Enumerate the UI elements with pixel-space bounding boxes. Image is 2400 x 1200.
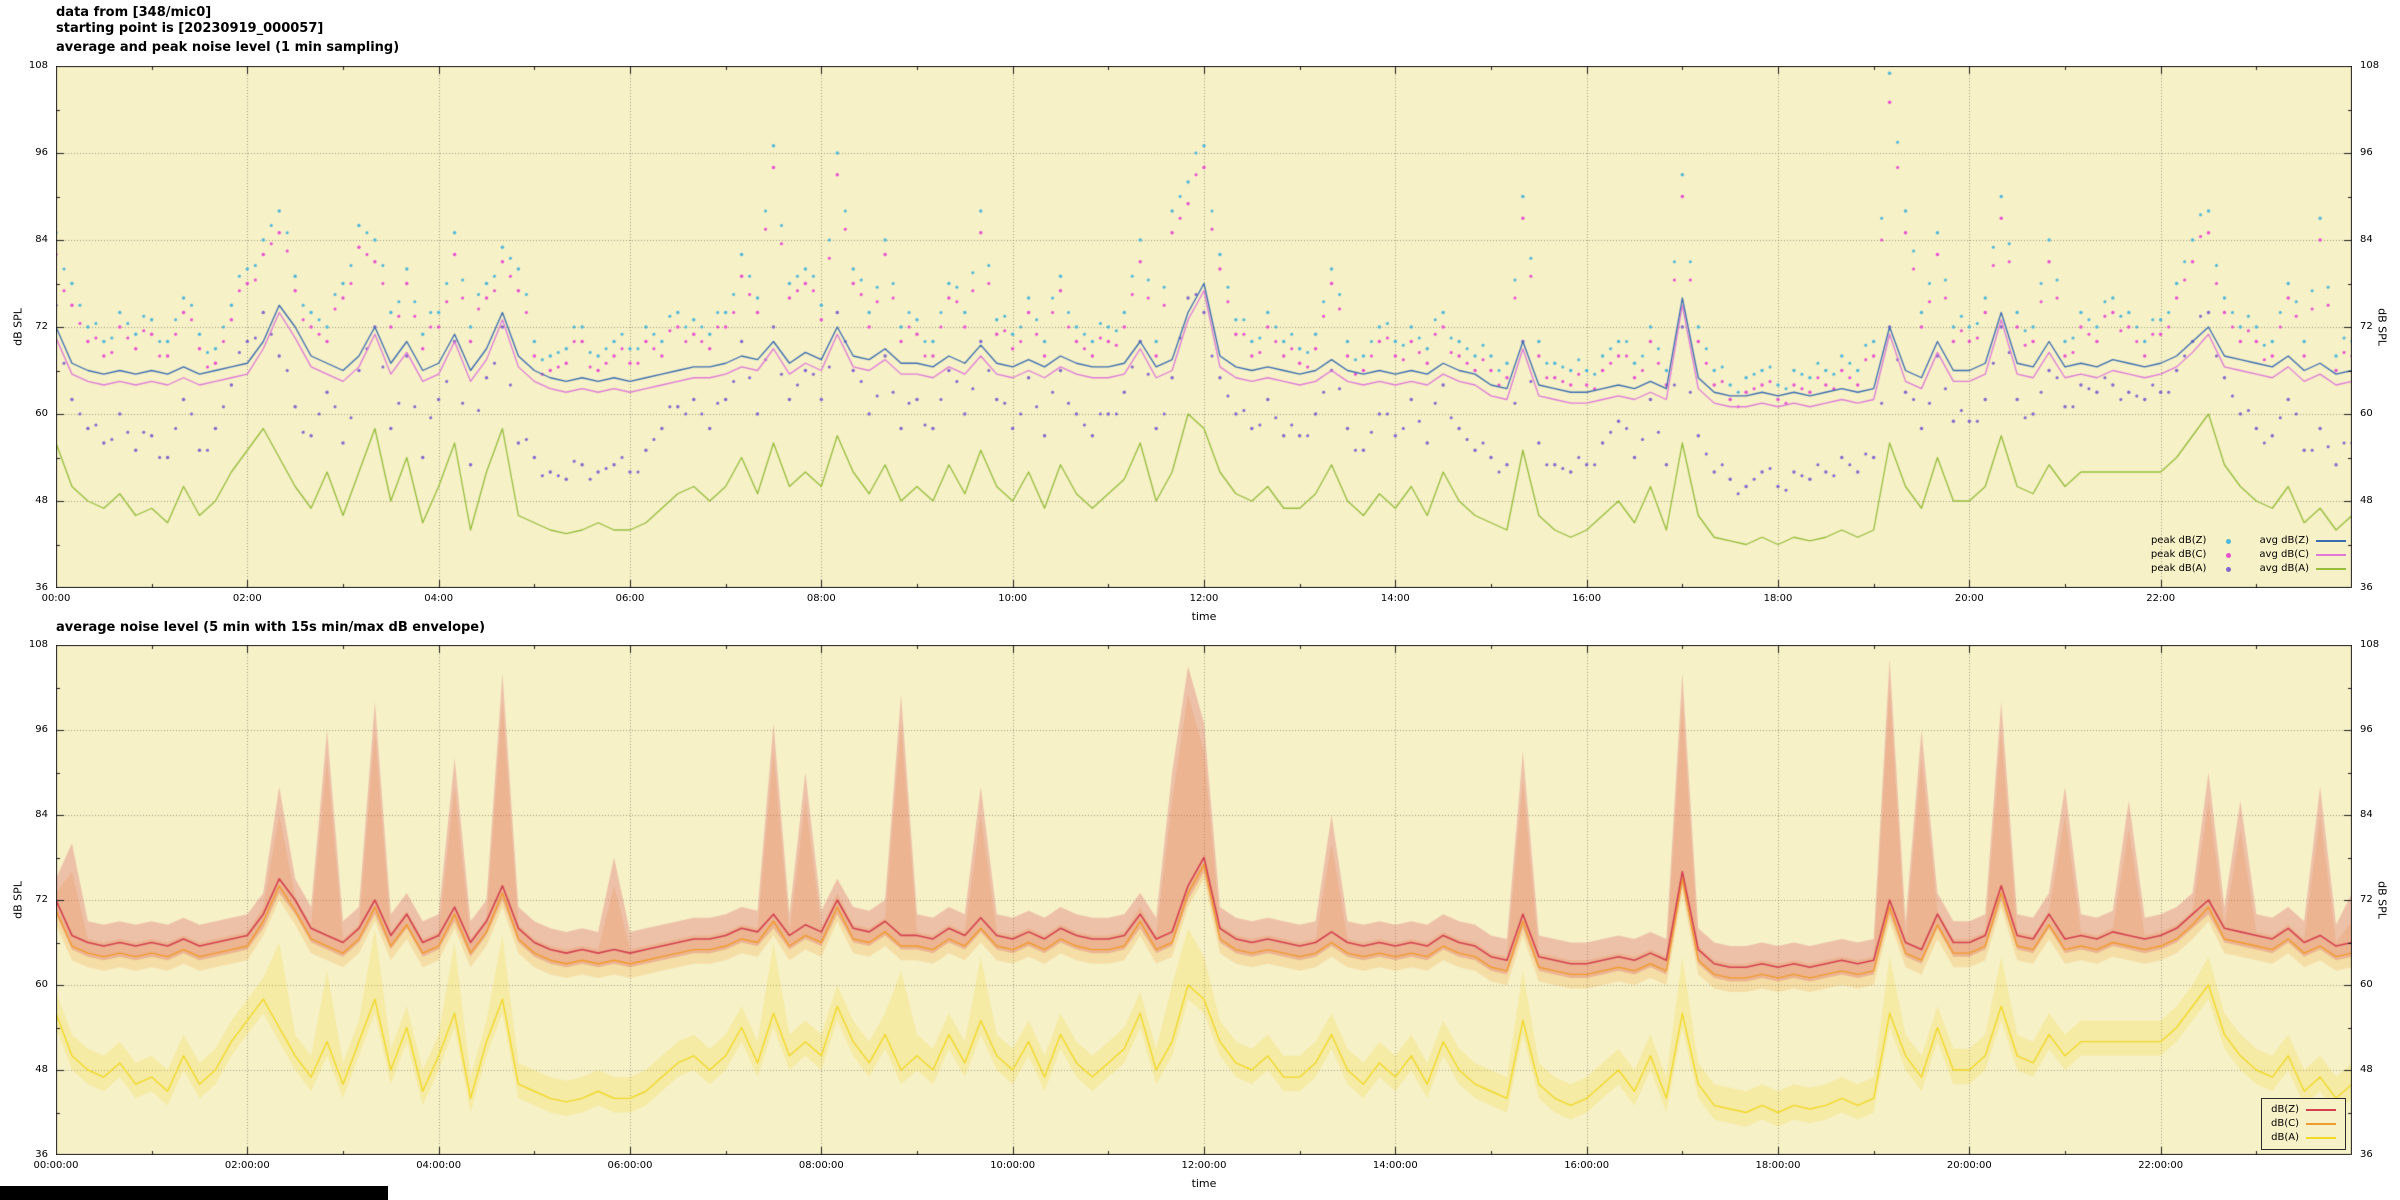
chart-1-y-tick-label-left: 60	[35, 408, 48, 419]
chart-1-x-tick-label: 00:00	[41, 593, 71, 604]
legend-entry-db-a: dB(A)	[2271, 1131, 2336, 1145]
chart-2-y-tick-label-left: 96	[35, 724, 48, 735]
chart-2-legend: dB(Z) dB(C) dB(A)	[2261, 1098, 2346, 1150]
legend-swatch-peak-db-c	[2213, 550, 2243, 560]
chart-1-y-tick-label-right: 84	[2360, 234, 2373, 245]
legend-swatch-db-a	[2306, 1133, 2336, 1143]
chart-2-y-tick-label-right: 108	[2360, 639, 2380, 650]
legend-entry-avg-db-z: avg dB(Z)	[2259, 534, 2346, 548]
legend-swatch-db-z	[2306, 1105, 2336, 1115]
legend-entry-peak-db-a: peak dB(A)	[2151, 562, 2244, 576]
chart-1-x-tick-label: 20:00	[1954, 593, 1984, 604]
legend-label-avg-db-a: avg dB(A)	[2259, 563, 2309, 574]
chart-1-canvas	[56, 66, 2352, 588]
chart-2-y-tick-label-left: 72	[35, 894, 48, 905]
legend-label-avg-db-z: avg dB(Z)	[2259, 535, 2309, 546]
chart-1-x-tick-label: 14:00	[1380, 593, 1410, 604]
chart-1-y-tick-label-left: 72	[35, 321, 48, 332]
chart-2-x-tick-label: 12:00:00	[1181, 1160, 1227, 1171]
chart-1-y-tick-label-left: 36	[35, 582, 48, 593]
chart-2-y-tick-label-left: 36	[35, 1149, 48, 1160]
chart-2-title: average noise level (5 min with 15s min/…	[56, 620, 486, 635]
chart-1-title: average and peak noise level (1 min samp…	[56, 40, 400, 55]
header-line-2: starting point is [20230919_000057]	[56, 21, 324, 36]
legend-swatch-avg-db-z	[2316, 536, 2346, 546]
chart-2-x-axis-label: time	[1191, 1177, 1217, 1190]
chart-2-plot-area	[56, 645, 2352, 1155]
header-line-1: data from [348/mic0]	[56, 5, 212, 20]
chart-2-x-tick-label: 14:00:00	[1372, 1160, 1418, 1171]
chart-1-y-tick-label-right: 60	[2360, 408, 2373, 419]
chart-2-y-tick-label-right: 96	[2360, 724, 2373, 735]
chart-1-y-tick-label-left: 84	[35, 234, 48, 245]
legend-label-peak-db-c: peak dB(C)	[2150, 549, 2207, 560]
chart-2-y-tick-label-left: 60	[35, 979, 48, 990]
chart-2-x-tick-label: 04:00:00	[416, 1160, 462, 1171]
legend-label-peak-db-z: peak dB(Z)	[2150, 535, 2207, 546]
chart-2-y-tick-label-right: 72	[2360, 894, 2373, 905]
chart-1-x-tick-label: 22:00	[2146, 593, 2176, 604]
chart-1-x-axis-label: time	[1191, 610, 1217, 623]
chart-1-y-tick-label-right: 72	[2360, 321, 2373, 332]
chart-2-x-tick-label: 08:00:00	[798, 1160, 844, 1171]
chart-1-y-tick-label-right: 36	[2360, 582, 2373, 593]
legend-swatch-avg-db-c	[2316, 550, 2346, 560]
chart-2-x-tick-label: 10:00:00	[990, 1160, 1036, 1171]
chart-1-y-tick-label-left: 96	[35, 147, 48, 158]
legend-entry-avg-db-a: avg dB(A)	[2259, 562, 2346, 576]
chart-2-y-tick-label-left: 84	[35, 809, 48, 820]
chart-2-y-tick-label-right: 84	[2360, 809, 2373, 820]
chart-2-y-axis-label-right: dB SPL	[2375, 881, 2389, 919]
chart-1-x-tick-label: 08:00	[806, 593, 836, 604]
chart-1-x-tick-label: 18:00	[1763, 593, 1793, 604]
legend-swatch-avg-db-a	[2316, 564, 2346, 574]
chart-2-y-tick-label-left: 48	[35, 1064, 48, 1075]
chart-1-x-tick-label: 10:00	[998, 593, 1028, 604]
chart-2-x-tick-label: 00:00:00	[33, 1160, 79, 1171]
chart-1-y-tick-label-right: 108	[2360, 60, 2380, 71]
legend-swatch-db-c	[2306, 1119, 2336, 1129]
chart-1-y-tick-label-left: 108	[28, 60, 48, 71]
legend-entry-peak-db-c: peak dB(C)	[2151, 548, 2244, 562]
chart-1-y-axis-label-right: dB SPL	[2375, 308, 2389, 346]
legend-entry-db-c: dB(C)	[2271, 1117, 2336, 1131]
legend-entry-avg-db-c: avg dB(C)	[2259, 548, 2346, 562]
chart-1-y-tick-label-left: 48	[35, 495, 48, 506]
chart-2-y-tick-label-right: 48	[2360, 1064, 2373, 1075]
chart-1-x-tick-label: 04:00	[424, 593, 454, 604]
chart-2-x-tick-label: 22:00:00	[2138, 1160, 2184, 1171]
legend-label-db-a: dB(A)	[2271, 1132, 2299, 1143]
bottom-black-bar	[0, 1186, 388, 1200]
chart-1-legend: peak dB(Z) peak dB(C) peak dB(A) avg dB(Z) a…	[2151, 534, 2346, 576]
legend-entry-peak-db-z: peak dB(Z)	[2151, 534, 2244, 548]
chart-1-x-tick-label: 06:00	[615, 593, 645, 604]
chart-2-canvas	[56, 645, 2352, 1155]
chart-1-x-tick-label: 16:00	[1572, 593, 1602, 604]
chart-1-x-tick-label: 02:00	[232, 593, 262, 604]
legend-swatch-peak-db-z	[2213, 536, 2243, 546]
legend-label-avg-db-c: avg dB(C)	[2259, 549, 2309, 560]
chart-2-x-tick-label: 16:00:00	[1564, 1160, 1610, 1171]
chart-2-y-axis-label-left: dB SPL	[11, 881, 25, 919]
legend-entry-db-z: dB(Z)	[2271, 1103, 2336, 1117]
legend-label-db-c: dB(C)	[2271, 1118, 2299, 1129]
chart-2-y-tick-label-left: 108	[28, 639, 48, 650]
chart-1-y-tick-label-right: 96	[2360, 147, 2373, 158]
chart-2-y-tick-label-right: 60	[2360, 979, 2373, 990]
chart-2-x-tick-label: 06:00:00	[607, 1160, 653, 1171]
chart-2-x-tick-label: 18:00:00	[1755, 1160, 1801, 1171]
chart-1-plot-area	[56, 66, 2352, 588]
chart-2-x-tick-label: 20:00:00	[1946, 1160, 1992, 1171]
chart-1-y-axis-label-left: dB SPL	[11, 308, 25, 346]
legend-swatch-peak-db-a	[2213, 564, 2243, 574]
legend-label-peak-db-a: peak dB(A)	[2150, 563, 2207, 574]
chart-1-x-tick-label: 12:00	[1189, 593, 1219, 604]
chart-2-x-tick-label: 02:00:00	[224, 1160, 270, 1171]
legend-label-db-z: dB(Z)	[2271, 1104, 2299, 1115]
chart-1-y-tick-label-right: 48	[2360, 495, 2373, 506]
chart-2-y-tick-label-right: 36	[2360, 1149, 2373, 1160]
